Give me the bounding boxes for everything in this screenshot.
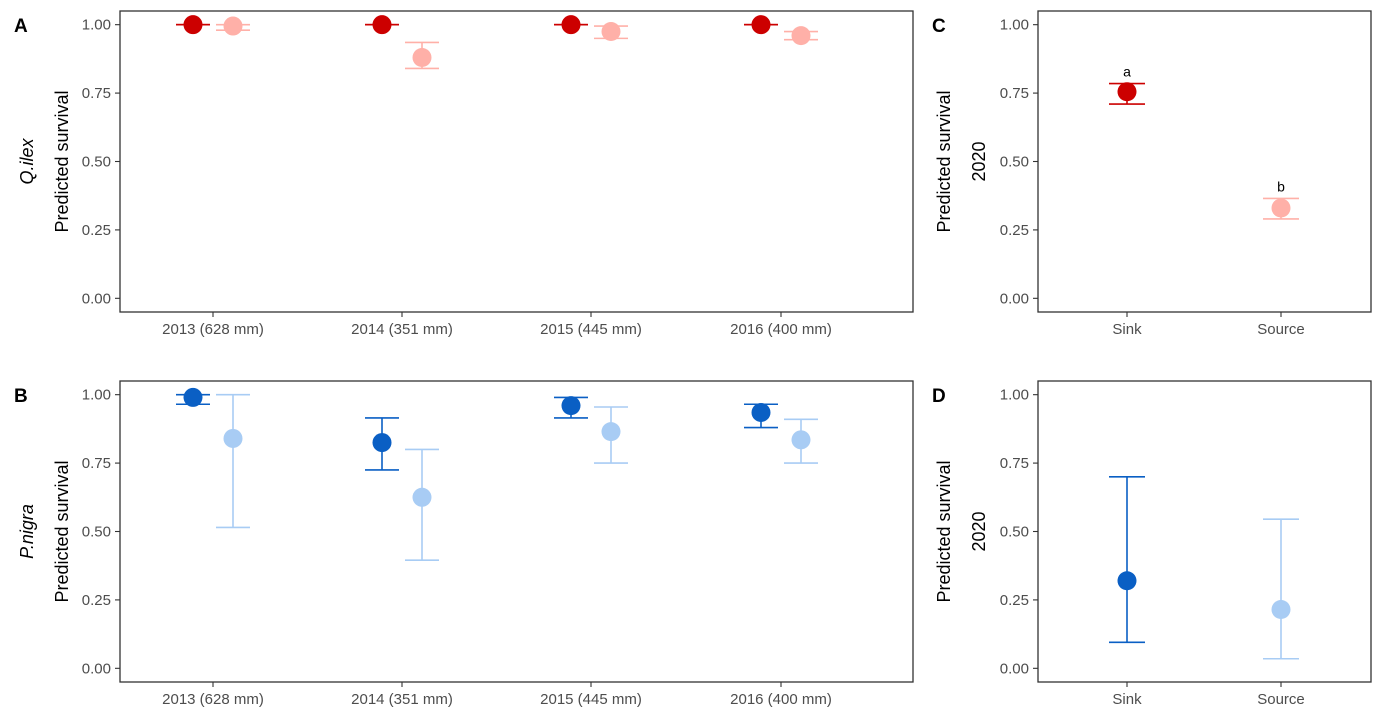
panel-a-point <box>791 26 811 46</box>
panel-b-x-tick-label: 2016 (400 mm) <box>730 691 832 708</box>
panel-b-y-tick-label: 0.50 <box>82 524 111 541</box>
panel-a-point <box>751 15 771 35</box>
panel-d-x-tick-label: Sink <box>1112 691 1142 708</box>
panel-d-point <box>1271 599 1291 619</box>
panel-a-y-tick-label: 0.00 <box>82 290 111 307</box>
panel-b-point <box>751 402 771 422</box>
panel-b-y-tick-label: 1.00 <box>82 387 111 404</box>
panel-b-species-label: P.nigra <box>17 504 37 559</box>
panel-a-y-tick-label: 1.00 <box>82 17 111 34</box>
panel-a: A 0.00 0.25 0.50 0.75 1.00 2013 (628 mm) 2014 (… <box>14 10 914 338</box>
panel-a-frame <box>119 10 914 313</box>
panel-a-point <box>561 15 581 35</box>
panel-a-x-tick-label: 2016 (400 mm) <box>730 321 832 338</box>
panel-c-frame <box>1037 10 1372 313</box>
panel-c-x-tick-label: Source <box>1257 321 1305 338</box>
panel-b-point <box>372 433 392 453</box>
panel-b-point <box>223 428 243 448</box>
panel-d-y-tick-label: 0.25 <box>1000 592 1029 609</box>
panel-a-point <box>372 15 392 35</box>
panel-b-y-axis-label: Predicted survival <box>52 460 72 602</box>
panel-b-frame <box>119 380 914 683</box>
panel-b-point <box>561 396 581 416</box>
panel-c: C 0.00 0.25 0.50 0.75 1.00 Sink Source Predicted… <box>932 10 1372 338</box>
panel-c-y-tick-label: 0.00 <box>1000 290 1029 307</box>
panel-b-x-tick-label: 2013 (628 mm) <box>162 691 264 708</box>
panel-b-x-tick-label: 2015 (445 mm) <box>540 691 642 708</box>
panel-c-y-axis-label-year: 2020 <box>969 141 989 181</box>
panel-b-x-tick-label: 2014 (351 mm) <box>351 691 453 708</box>
panel-a-x-tick-label: 2013 (628 mm) <box>162 321 264 338</box>
panel-c-y-tick-label: 0.25 <box>1000 222 1029 239</box>
panel-d-letter: D <box>932 386 946 407</box>
panel-c-letter: C <box>932 16 946 37</box>
panel-a-point <box>412 48 432 68</box>
panel-a-x-tick-label: 2015 (445 mm) <box>540 321 642 338</box>
panel-b-point <box>601 422 621 442</box>
panel-c-significance-label: b <box>1277 179 1285 195</box>
panel-b: B 0.00 0.25 0.50 0.75 1.00 2013 (628 mm) 2014 (… <box>14 380 914 708</box>
panel-b-y-tick-label: 0.25 <box>82 592 111 609</box>
panel-a-y-axis-label: Predicted survival <box>52 90 72 232</box>
panel-b-y-tick-label: 0.00 <box>82 660 111 677</box>
panel-b-point <box>183 387 203 407</box>
panel-a-letter: A <box>14 16 28 37</box>
panel-d-y-axis-label-year: 2020 <box>969 511 989 551</box>
panel-b-letter: B <box>14 386 28 407</box>
panel-c-y-tick-label: 1.00 <box>1000 17 1029 34</box>
panel-a-species-label: Q.ilex <box>17 137 37 184</box>
panel-a-point <box>183 15 203 35</box>
panel-a-x-tick-label: 2014 (351 mm) <box>351 321 453 338</box>
panel-d-y-tick-label: 0.00 <box>1000 660 1029 677</box>
panel-a-point <box>223 16 243 36</box>
panel-a-y-tick-label: 0.50 <box>82 154 111 171</box>
panel-c-y-tick-label: 0.75 <box>1000 85 1029 102</box>
panel-d-y-tick-label: 0.75 <box>1000 455 1029 472</box>
panel-c-y-tick-label: 0.50 <box>1000 154 1029 171</box>
panel-c-point <box>1271 198 1291 218</box>
panel-c-y-axis-label: Predicted survival <box>934 90 954 232</box>
panel-c-x-tick-label: Sink <box>1112 321 1142 338</box>
panel-b-point <box>412 487 432 507</box>
panel-c-point <box>1117 82 1137 102</box>
panel-d-frame <box>1037 380 1372 683</box>
panel-a-y-tick-label: 0.75 <box>82 85 111 102</box>
panel-d-y-axis-label: Predicted survival <box>934 460 954 602</box>
panel-b-point <box>791 430 811 450</box>
panel-d-x-tick-label: Source <box>1257 691 1305 708</box>
panel-d-y-tick-label: 0.50 <box>1000 524 1029 541</box>
panel-d-point <box>1117 571 1137 591</box>
panel-b-y-tick-label: 0.75 <box>82 455 111 472</box>
panel-a-y-tick-label: 0.25 <box>82 222 111 239</box>
panel-d: D 0.00 0.25 0.50 0.75 1.00 Sink Source Predicted… <box>932 380 1372 708</box>
panel-c-significance-label: a <box>1123 64 1131 80</box>
panel-a-point <box>601 22 621 42</box>
panel-d-y-tick-label: 1.00 <box>1000 387 1029 404</box>
